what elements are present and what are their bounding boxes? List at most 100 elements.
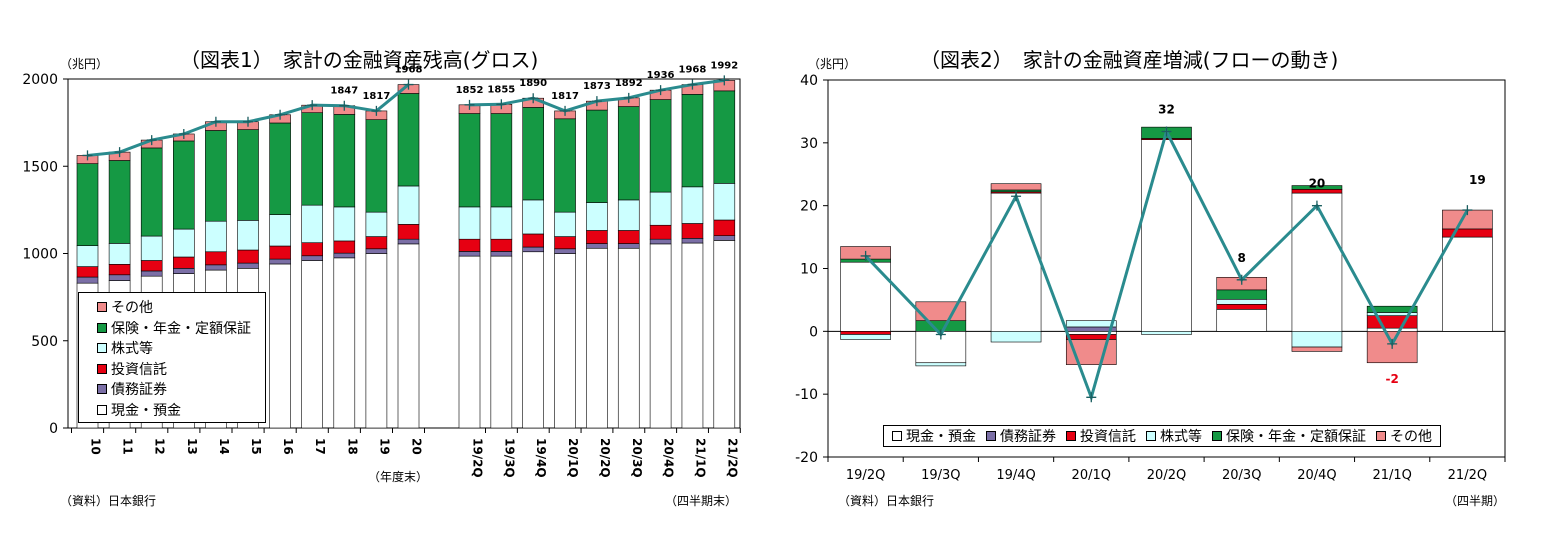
chart2-bar-trusts: [840, 331, 891, 335]
legend2-label-stocks: 株式等: [1160, 429, 1202, 445]
chart1-bar-bonds: [617, 243, 640, 249]
chart2-total-marker: [1161, 126, 1172, 137]
chart1-bar-trusts: [301, 242, 324, 257]
legend1-swatch-other: [97, 302, 107, 313]
chart2-ytick-label: 30: [800, 136, 818, 152]
chart1-bar-bonds: [237, 262, 259, 269]
chart2-total-marker: [1086, 392, 1097, 403]
chart1-bar-trusts: [397, 224, 420, 240]
chart2-bar-other: [990, 183, 1042, 191]
chart1-total-marker: [591, 96, 602, 107]
chart1-total-marker: [275, 109, 286, 120]
chart1-bar-bonds: [269, 258, 291, 265]
chart1-bar-trusts: [713, 219, 736, 237]
chart1-bar-stocks: [301, 204, 324, 243]
chart1-bar-bonds: [649, 238, 672, 245]
chart2-bar-other: [1291, 346, 1343, 352]
chart1-bar-bonds: [458, 251, 481, 257]
chart1-xtick-label: 21/1Q: [693, 438, 707, 478]
legend1-item-trusts: 投資信託: [97, 359, 265, 380]
chart1-bar-insurance: [713, 90, 736, 184]
chart1-xtick-label: 20/1Q: [566, 438, 580, 478]
chart2-bar-insurance: [1366, 305, 1418, 313]
chart1-bar-stocks: [76, 245, 99, 267]
chart1-bar-bonds: [365, 248, 388, 254]
chart1-bar-stocks: [713, 183, 736, 221]
chart1-bar-bonds: [301, 255, 324, 261]
legend2-item-stocks: 株式等: [1146, 426, 1202, 446]
chart1-total-marker: [464, 99, 475, 110]
chart1-bar-trusts: [269, 245, 291, 260]
chart1-bar-bonds: [522, 246, 545, 253]
chart1-bar-trusts: [108, 264, 131, 276]
chart1-total-marker: [307, 100, 318, 111]
chart1-bar-cash: [617, 247, 640, 429]
chart1-ytick-label: 0: [49, 421, 58, 437]
chart1-data-label: 1968: [395, 65, 423, 76]
chart1-bar-stocks: [237, 220, 259, 251]
chart2-xtick-label: 20/2Q: [1147, 468, 1186, 483]
chart2-bar-cash: [1442, 236, 1493, 332]
chart1-bar-insurance: [301, 112, 324, 206]
legend2-label-bonds: 債務証券: [1000, 429, 1056, 445]
chart1-total-marker: [655, 85, 666, 96]
chart1-bar-stocks: [522, 199, 545, 235]
legend2-item-insurance: 保険・年金・定額保証: [1212, 426, 1366, 446]
legend1-swatch-stocks: [97, 343, 107, 354]
legend1-swatch-insurance: [97, 322, 107, 333]
chart1-xtick-label: 20: [410, 438, 424, 455]
chart1-bar-bonds: [173, 268, 195, 274]
chart1-title: （図表1） 家計の金融資産残高(グロス): [180, 48, 539, 72]
legend1-label-bonds: 債務証券: [111, 382, 167, 399]
chart2-legend: 現金・預金 債務証券 投資信託 株式等 保険・年金・定額保証 その他: [883, 425, 1441, 447]
chart1-bar-trusts: [365, 236, 388, 250]
chart2-source: （資料）日本銀行: [838, 494, 935, 508]
chart2-period-label: （四半期）: [1445, 494, 1506, 508]
chart2-total-marker: [1462, 205, 1473, 216]
chart1-bar-insurance: [681, 94, 704, 188]
legend2-label-other: その他: [1390, 429, 1432, 445]
chart2-bar-cash: [990, 192, 1042, 332]
chart1-ytick-label: 2000: [22, 72, 58, 88]
chart1-bar-cash: [490, 255, 513, 429]
chart2-ytick-label: 40: [800, 73, 818, 89]
chart1-bar-insurance: [140, 147, 163, 237]
chart1-xtick-label: 19: [377, 438, 391, 455]
chart1-legend: その他 保険・年金・定額保証 株式等 投資信託 債務証券 現金・預金: [78, 292, 266, 423]
chart1-bar-cash: [586, 247, 608, 429]
chart2-xtick-label: 20/3Q: [1222, 468, 1261, 483]
chart1-xtick-label: 19/4Q: [534, 438, 548, 478]
chart1-bar-trusts: [140, 260, 163, 272]
chart2-bar-insurance: [1291, 185, 1343, 190]
chart2-title: （図表2） 家計の金融資産増減(フローの動き): [920, 48, 1339, 72]
chart-household-financial-assets-balance: （図表1） 家計の金融資産残高(グロス) （兆円） 0 500 1000 1500 20…: [0, 0, 770, 537]
chart1-bar-bonds: [713, 235, 736, 241]
chart2-data-label: 8: [1238, 251, 1246, 265]
chart1-data-label: 1873: [583, 81, 611, 92]
chart2-total-marker: [860, 250, 871, 261]
chart1-xtick-label: 14: [217, 438, 231, 455]
chart2-total-marker: [1387, 338, 1398, 349]
legend2-label-trusts: 投資信託: [1080, 429, 1136, 445]
chart2-data-label: 20: [1309, 177, 1326, 191]
legend2-swatch-trusts: [1066, 431, 1076, 441]
chart2-data-label: -2: [1385, 372, 1398, 386]
chart1-bar-trusts: [586, 230, 608, 244]
chart1-xtick-label: 19/2Q: [471, 438, 485, 478]
chart2-xtick-label: 21/2Q: [1448, 468, 1487, 483]
chart1-xtick-label: 19/3Q: [502, 438, 516, 478]
chart1-bar-trusts: [649, 224, 672, 240]
chart1-bar-insurance: [397, 93, 420, 187]
legend1-swatch-cash: [97, 404, 107, 415]
chart2-bar-insurance: [1216, 289, 1268, 300]
chart1-bar-cash: [269, 263, 291, 429]
chart1-bar-trusts: [554, 236, 576, 250]
chart1-bar-stocks: [269, 214, 291, 247]
chart1-bar-trusts: [617, 230, 640, 244]
chart1-bar-trusts: [76, 266, 99, 278]
chart2-bar-trusts: [1442, 228, 1493, 238]
chart1-bar-insurance: [237, 129, 259, 221]
chart1-total-marker: [82, 150, 93, 161]
chart1-bar-stocks: [554, 211, 576, 237]
chart2-xtick-label: 19/4Q: [996, 468, 1035, 483]
